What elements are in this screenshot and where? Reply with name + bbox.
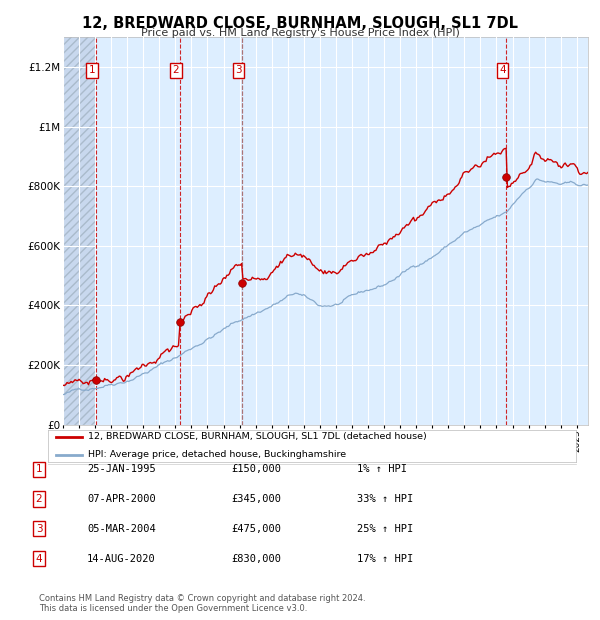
- Text: 4: 4: [35, 554, 43, 564]
- Text: £830,000: £830,000: [231, 554, 281, 564]
- Text: This data is licensed under the Open Government Licence v3.0.: This data is licensed under the Open Gov…: [39, 604, 307, 613]
- Text: 2: 2: [172, 65, 179, 75]
- Text: Price paid vs. HM Land Registry's House Price Index (HPI): Price paid vs. HM Land Registry's House …: [140, 28, 460, 38]
- Text: 3: 3: [235, 65, 242, 75]
- Text: 14-AUG-2020: 14-AUG-2020: [87, 554, 156, 564]
- Text: 25% ↑ HPI: 25% ↑ HPI: [357, 524, 413, 534]
- Text: 07-APR-2000: 07-APR-2000: [87, 494, 156, 504]
- Text: 05-MAR-2004: 05-MAR-2004: [87, 524, 156, 534]
- Text: HPI: Average price, detached house, Buckinghamshire: HPI: Average price, detached house, Buck…: [88, 450, 346, 459]
- Bar: [63, 37, 96, 425]
- Text: 2: 2: [35, 494, 43, 504]
- Text: 33% ↑ HPI: 33% ↑ HPI: [357, 494, 413, 504]
- Text: £345,000: £345,000: [231, 494, 281, 504]
- Bar: [63, 37, 96, 425]
- Text: 1% ↑ HPI: 1% ↑ HPI: [357, 464, 407, 474]
- Text: 3: 3: [35, 524, 43, 534]
- Text: Contains HM Land Registry data © Crown copyright and database right 2024.: Contains HM Land Registry data © Crown c…: [39, 595, 365, 603]
- Text: 12, BREDWARD CLOSE, BURNHAM, SLOUGH, SL1 7DL (detached house): 12, BREDWARD CLOSE, BURNHAM, SLOUGH, SL1…: [88, 432, 427, 441]
- Text: 1: 1: [89, 65, 95, 75]
- Text: 1: 1: [35, 464, 43, 474]
- Text: £475,000: £475,000: [231, 524, 281, 534]
- Text: 12, BREDWARD CLOSE, BURNHAM, SLOUGH, SL1 7DL: 12, BREDWARD CLOSE, BURNHAM, SLOUGH, SL1…: [82, 16, 518, 30]
- Text: 4: 4: [499, 65, 506, 75]
- Text: 25-JAN-1995: 25-JAN-1995: [87, 464, 156, 474]
- Text: £150,000: £150,000: [231, 464, 281, 474]
- Text: 17% ↑ HPI: 17% ↑ HPI: [357, 554, 413, 564]
